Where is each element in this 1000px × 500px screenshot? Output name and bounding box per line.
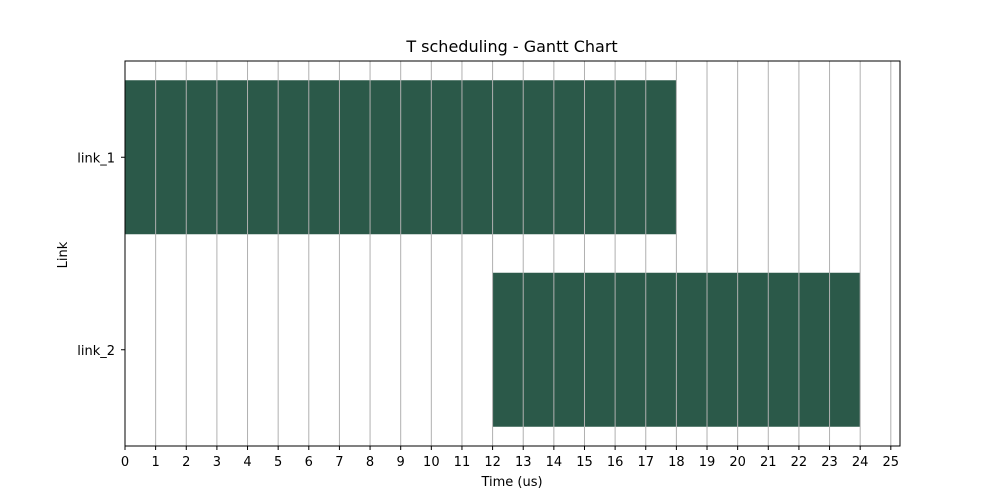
x-tick-label: 3 <box>213 455 221 470</box>
y-axis-label: Link <box>56 241 71 268</box>
x-tick-label: 0 <box>121 455 129 470</box>
grid-layer <box>155 61 892 446</box>
x-ticks-layer: 0 1 2 3 4 5 6 7 8 9 10 11 12 13 14 15 16 17 18 19 20 21 22 23 24… <box>121 446 899 470</box>
x-tick-label: 7 <box>335 455 343 470</box>
x-tick-label: 12 <box>484 455 501 470</box>
x-tick-label: 15 <box>576 455 593 470</box>
x-tick-label: 25 <box>883 455 900 470</box>
x-tick-label: 4 <box>243 455 251 470</box>
x-tick-label: 8 <box>366 455 374 470</box>
x-tick-label: 22 <box>791 455 808 470</box>
x-tick-label: 24 <box>852 455 869 470</box>
y-tick-label: link_1 <box>77 151 115 166</box>
x-tick-label: 19 <box>699 455 716 470</box>
x-tick-label: 2 <box>182 455 190 470</box>
x-tick-label: 1 <box>151 455 159 470</box>
x-tick-label: 13 <box>515 455 532 470</box>
x-tick-label: 5 <box>274 455 282 470</box>
x-tick-label: 18 <box>668 455 685 470</box>
x-tick-label: 16 <box>607 455 624 470</box>
x-tick-label: 21 <box>760 455 777 470</box>
x-tick-label: 10 <box>423 455 440 470</box>
x-tick-label: 6 <box>305 455 313 470</box>
x-axis-label: Time (us) <box>480 475 542 490</box>
chart-title: T scheduling - Gantt Chart <box>405 37 617 56</box>
x-tick-label: 23 <box>821 455 838 470</box>
x-tick-label: 9 <box>397 455 405 470</box>
x-tick-label: 11 <box>454 455 471 470</box>
x-tick-label: 14 <box>546 455 563 470</box>
y-tick-label: link_2 <box>77 344 115 359</box>
plot-frame <box>124 60 901 447</box>
x-tick-label: 20 <box>729 455 746 470</box>
x-tick-label: 17 <box>637 455 654 470</box>
y-ticks-layer: link_1 link_2 <box>77 151 125 359</box>
